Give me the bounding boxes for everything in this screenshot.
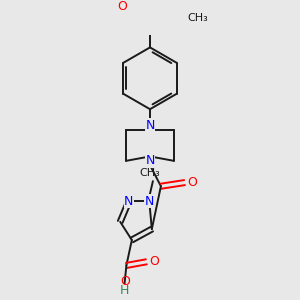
Text: O: O xyxy=(149,255,159,268)
Text: CH₃: CH₃ xyxy=(187,13,208,23)
Text: O: O xyxy=(121,275,130,288)
Text: N: N xyxy=(145,195,154,208)
Text: N: N xyxy=(124,195,134,208)
Text: O: O xyxy=(188,176,197,189)
Text: H: H xyxy=(120,284,129,297)
Text: N: N xyxy=(145,154,155,167)
Text: CH₃: CH₃ xyxy=(139,168,160,178)
Text: O: O xyxy=(117,0,127,13)
Text: N: N xyxy=(145,119,155,132)
